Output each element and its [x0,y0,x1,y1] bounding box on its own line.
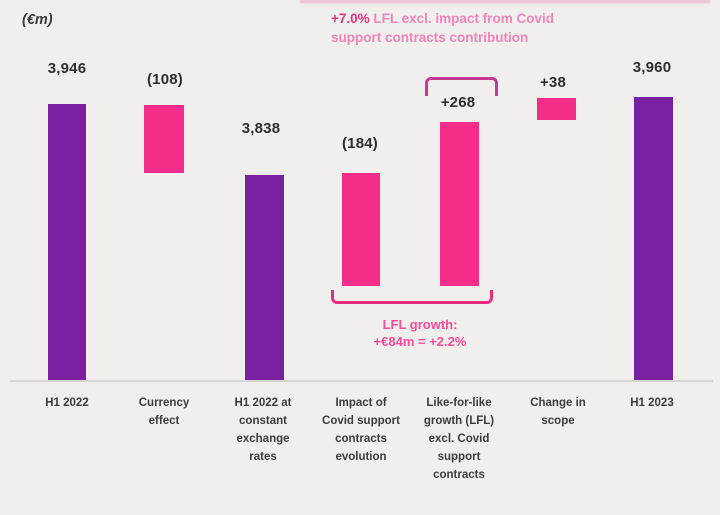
bar-h1-2023 [634,97,673,380]
category-label-covid-impact: Impact of Covid support contracts evolut… [322,397,400,463]
bracket-over-lfl-bar [425,77,498,96]
annotation-highlight: +7.0% [331,11,370,26]
category-label-h1-2023: H1 2023 [630,397,674,409]
value-label-covid-impact: (184) [341,135,379,152]
bar-covid-impact [342,173,380,286]
chart-annotation: +7.0% LFL excl. impact from Covid suppor… [331,9,554,47]
category-label-h1-2022: H1 2022 [45,397,89,409]
unit-label: (€m) [22,12,53,28]
cropped-top-artifact [300,0,710,3]
value-label-h1-2023: 3,960 [632,59,672,76]
bar-lfl-growth [440,122,479,286]
value-label-h1-2022-constant: 3,838 [241,120,281,137]
lfl-growth-note-line-2: +€84m = +2.2% [373,334,467,349]
lfl-growth-note-line-1: LFL growth: [382,317,458,332]
annotation-rest: LFL excl. impact from Covid [369,11,554,26]
annotation-line-2: support contracts contribution [331,30,529,45]
bar-h1-2022 [48,104,86,380]
bar-currency-effect [144,105,184,173]
bar-change-in-scope [537,98,576,120]
category-label-lfl-growth: Like-for-like growth (LFL) excl. Covid s… [423,397,495,481]
bracket-under-lfl-bars [331,290,493,304]
zero-baseline [10,380,713,382]
category-label-change-in-scope: Change in scope [530,397,586,427]
value-label-change-in-scope: +38 [539,74,567,91]
annotation-line-1: +7.0% LFL excl. impact from Covid [331,9,554,28]
category-label-h1-2022-constant: H1 2022 at constant exchange rates [234,397,292,463]
bar-h1-2022-constant [245,175,284,380]
value-label-h1-2022: 3,946 [47,60,87,77]
value-label-currency-effect: (108) [146,71,184,88]
lfl-growth-note: LFL growth: +€84m = +2.2% [330,316,510,350]
value-label-lfl-growth: +268 [440,94,476,111]
category-label-currency-effect: Currency effect [138,397,190,427]
